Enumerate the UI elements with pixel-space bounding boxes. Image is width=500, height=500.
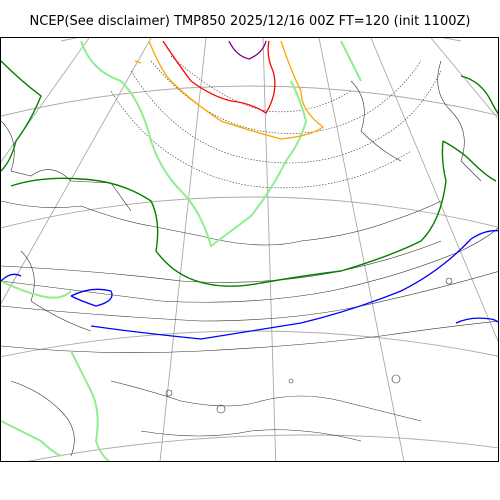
latitude-line: [60, 38, 462, 42]
longitude-line: [159, 38, 207, 461]
weather-map: [1, 38, 498, 461]
isotherm-6: [1, 230, 498, 340]
isotherm-thin: [1, 227, 498, 353]
longitude-line: [430, 38, 498, 120]
chart-title: NCEP(See disclaimer) TMP850 2025/12/16 0…: [29, 14, 471, 29]
isotherm-minus6: [1, 40, 362, 461]
isotherm-minus18: [134, 60, 142, 64]
isotherm-dotted: [110, 55, 442, 189]
longitude-line: [318, 38, 405, 461]
isotherm-minus24: [162, 40, 276, 114]
longitude-line: [1, 38, 152, 305]
isotherm-minus30: [228, 40, 267, 60]
latitude-line: [1, 330, 498, 358]
coastlines: [1, 60, 482, 457]
isotherm-minus18: [148, 40, 325, 140]
longitude-line: [262, 38, 277, 461]
latitude-line: [1, 196, 498, 229]
isotherm-0: [1, 60, 498, 287]
map-frame: [0, 37, 499, 462]
latitude-line: [27, 434, 498, 461]
longitude-line: [1, 38, 90, 163]
latitude-line: [1, 85, 498, 117]
longitude-line: [370, 38, 498, 343]
graticule: [1, 38, 498, 461]
